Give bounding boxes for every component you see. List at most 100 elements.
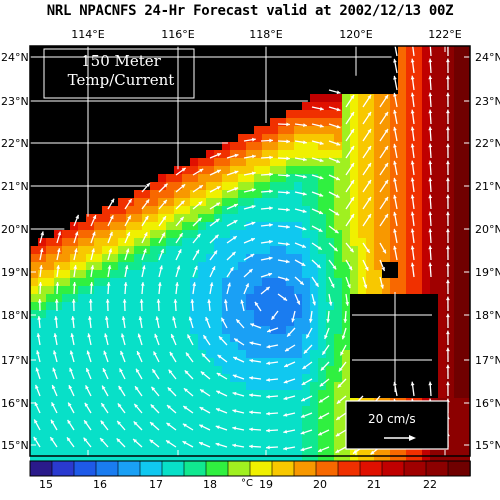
temperature-cell — [286, 454, 294, 462]
colorbar-swatch — [205, 460, 229, 477]
temperature-cell — [230, 326, 238, 334]
current-arrow-head — [269, 189, 273, 194]
temperature-cell — [398, 70, 406, 78]
temperature-cell — [326, 398, 334, 406]
temperature-cell — [54, 342, 62, 350]
temperature-cell — [118, 358, 126, 366]
temperature-cell — [78, 406, 86, 414]
temperature-cell — [398, 142, 406, 150]
current-arrow-head — [318, 228, 323, 232]
temperature-cell — [462, 142, 470, 150]
temperature-cell — [174, 326, 182, 334]
temperature-cell — [318, 238, 326, 246]
current-arrow-head — [428, 211, 433, 216]
temperature-cell — [294, 446, 302, 454]
current-arrow-head — [393, 381, 397, 386]
temperature-cell — [142, 342, 150, 350]
temperature-cell — [158, 422, 166, 430]
current-arrow-head — [232, 391, 237, 396]
temperature-cell — [318, 198, 326, 206]
temperature-cell — [46, 254, 54, 262]
current-arrow-head — [410, 194, 415, 199]
temperature-cell — [126, 318, 134, 326]
temperature-cell — [286, 254, 294, 262]
temperature-cell — [358, 254, 366, 262]
current-arrow-head — [384, 197, 388, 202]
temperature-cell — [54, 430, 62, 438]
temperature-cell — [254, 238, 262, 246]
temperature-cell — [414, 198, 422, 206]
temperature-cell — [326, 374, 334, 382]
temperature-cell — [390, 102, 398, 110]
temperature-cell — [350, 246, 358, 254]
temperature-cell — [318, 342, 326, 350]
temperature-cell — [238, 366, 246, 374]
current-arrow-head — [137, 333, 142, 338]
temperature-cell — [462, 438, 470, 446]
current-arrow-head — [140, 282, 145, 286]
colorbar-swatch — [337, 460, 361, 477]
temperature-cell — [286, 350, 294, 358]
current-arrow-head — [335, 432, 340, 437]
temperature-cell — [166, 238, 174, 246]
temperature-cell — [94, 390, 102, 398]
temperature-cell — [46, 398, 54, 406]
temperature-cell — [102, 430, 110, 438]
temperature-cell — [150, 270, 158, 278]
temperature-cell — [174, 262, 182, 270]
temperature-cell — [142, 366, 150, 374]
temperature-cell — [454, 126, 462, 134]
temperature-cell — [374, 190, 382, 198]
current-arrow-head — [333, 247, 338, 252]
temperature-cell — [286, 414, 294, 422]
temperature-cell — [86, 222, 94, 230]
temperature-cell — [406, 158, 414, 166]
temperature-cell — [262, 318, 270, 326]
temperature-cell — [70, 294, 78, 302]
temperature-cell — [438, 286, 446, 294]
temperature-cell — [222, 262, 230, 270]
temperature-cell — [150, 294, 158, 302]
temperature-cell — [262, 182, 270, 190]
temperature-cell — [398, 222, 406, 230]
temperature-cell — [342, 174, 350, 182]
temperature-cell — [430, 118, 438, 126]
temperature-cell — [462, 126, 470, 134]
temperature-cell — [222, 454, 230, 462]
temperature-cell — [102, 238, 110, 246]
temperature-cell — [262, 134, 270, 142]
temperature-cell — [110, 430, 118, 438]
temperature-cell — [366, 222, 374, 230]
temperature-cell — [302, 406, 310, 414]
temperature-cell — [294, 254, 302, 262]
temperature-cell — [342, 238, 350, 246]
temperature-cell — [366, 190, 374, 198]
temperature-cell — [462, 366, 470, 374]
temperature-cell — [166, 246, 174, 254]
temperature-cell — [142, 206, 150, 214]
temperature-cell — [190, 294, 198, 302]
temperature-cell — [206, 150, 214, 158]
temperature-cell — [302, 254, 310, 262]
temperature-cell — [326, 326, 334, 334]
temperature-cell — [414, 230, 422, 238]
temperature-cell — [142, 350, 150, 358]
temperature-cell — [46, 334, 54, 342]
temperature-cell — [166, 446, 174, 454]
temperature-cell — [238, 294, 246, 302]
temperature-cell — [302, 302, 310, 310]
current-arrow-head — [236, 319, 241, 324]
temperature-cell — [86, 254, 94, 262]
temperature-cell — [422, 158, 430, 166]
temperature-cell — [302, 294, 310, 302]
temperature-cell — [214, 398, 222, 406]
temperature-cell — [166, 358, 174, 366]
temperature-cell — [214, 390, 222, 398]
colorbar-swatch — [315, 460, 339, 477]
temperature-cell — [414, 174, 422, 182]
temperature-cell — [54, 454, 62, 462]
temperature-cell — [262, 406, 270, 414]
temperature-cell — [334, 254, 342, 262]
temperature-cell — [198, 318, 206, 326]
